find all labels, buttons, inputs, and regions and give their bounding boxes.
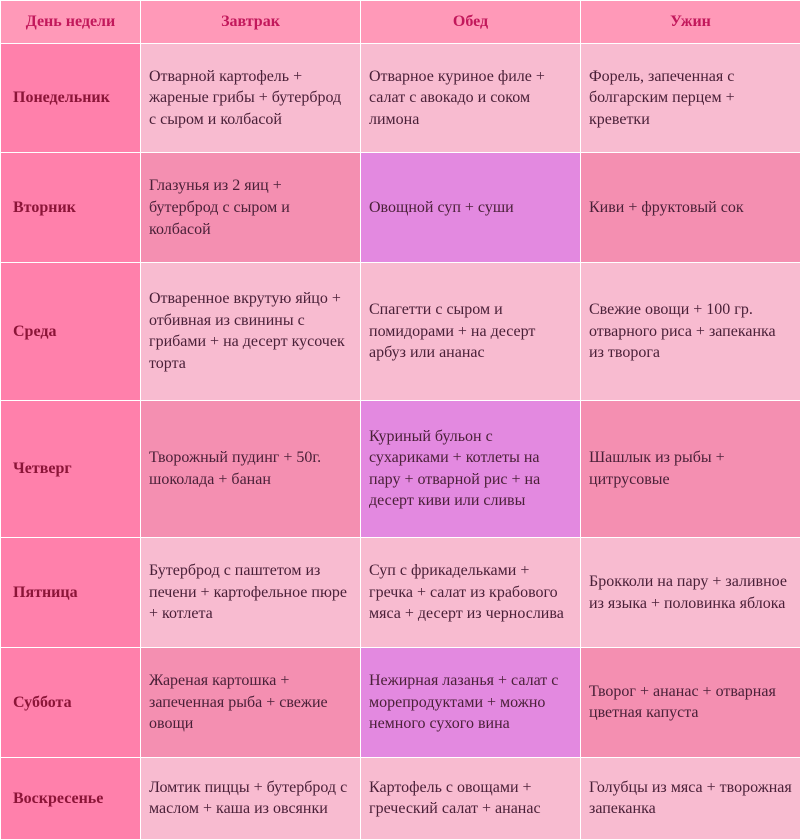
day-cell: Вторник [1,153,141,263]
breakfast-cell: Отваренное вкрутую яйцо + отбивная из св… [141,263,361,400]
breakfast-cell: Творожный пудинг + 50г. шоколада + банан [141,400,361,537]
day-cell: Среда [1,263,141,400]
day-cell: Понедельник [1,43,141,153]
day-cell: Четверг [1,400,141,537]
dinner-cell: Шашлык из рыбы + цитрусовые [581,400,800,537]
dinner-cell: Голубцы из мяса + творожная запеканка [581,757,800,839]
lunch-cell: Овощной суп + суши [361,153,581,263]
lunch-cell: Нежирная лазанья + салат с морепродуктам… [361,647,581,757]
header-breakfast: Завтрак [141,1,361,44]
header-lunch: Обед [361,1,581,44]
table-row: ЧетвергТворожный пудинг + 50г. шоколада … [1,400,800,537]
meal-plan-table: День недели Завтрак Обед Ужин Понедельни… [0,0,800,840]
day-cell: Воскресенье [1,757,141,839]
lunch-cell: Отварное куриное филе + салат с авокадо … [361,43,581,153]
table-row: ВоскресеньеЛомтик пиццы + бутерброд с ма… [1,757,800,839]
dinner-cell: Киви + фруктовый сок [581,153,800,263]
dinner-cell: Форель, запеченная с болгарским перцем +… [581,43,800,153]
lunch-cell: Куриный бульон с сухариками + котлеты на… [361,400,581,537]
day-cell: Суббота [1,647,141,757]
table-row: СубботаЖареная картошка + запеченная рыб… [1,647,800,757]
day-cell: Пятница [1,538,141,648]
breakfast-cell: Жареная картошка + запеченная рыба + све… [141,647,361,757]
dinner-cell: Свежие овощи + 100 гр. отварного риса + … [581,263,800,400]
table-header-row: День недели Завтрак Обед Ужин [1,1,800,44]
table-row: ПятницаБутерброд с паштетом из печени + … [1,538,800,648]
lunch-cell: Суп с фрикадельками + гречка + салат из … [361,538,581,648]
breakfast-cell: Глазунья из 2 яиц + бутерброд с сыром и … [141,153,361,263]
table-row: ПонедельникОтварной картофель + жареные … [1,43,800,153]
breakfast-cell: Отварной картофель + жареные грибы + бут… [141,43,361,153]
header-day: День недели [1,1,141,44]
table-row: ВторникГлазунья из 2 яиц + бутерброд с с… [1,153,800,263]
dinner-cell: Творог + ананас + отварная цветная капус… [581,647,800,757]
breakfast-cell: Бутерброд с паштетом из печени + картофе… [141,538,361,648]
table-row: СредаОтваренное вкрутую яйцо + отбивная … [1,263,800,400]
lunch-cell: Спагетти с сыром и помидорами + на десер… [361,263,581,400]
header-dinner: Ужин [581,1,800,44]
dinner-cell: Брокколи на пару + заливное из языка + п… [581,538,800,648]
lunch-cell: Картофель с овощами + греческий салат + … [361,757,581,839]
breakfast-cell: Ломтик пиццы + бутерброд с маслом + каша… [141,757,361,839]
